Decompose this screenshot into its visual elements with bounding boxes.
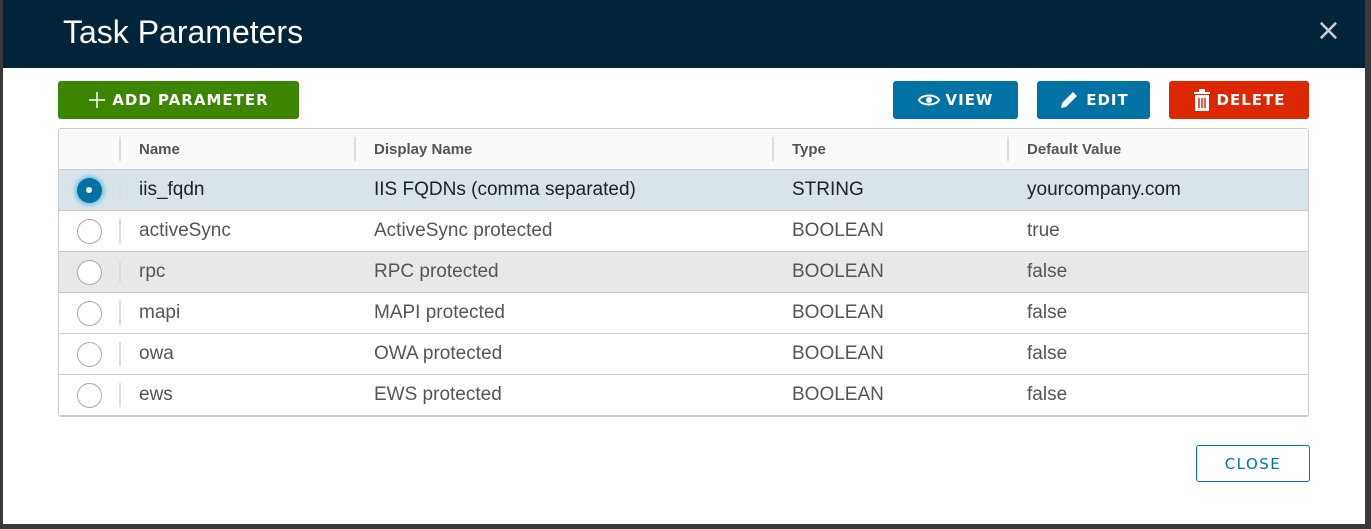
table-row[interactable]: rpc RPC protected BOOLEAN false: [59, 252, 1308, 293]
cell-type: BOOLEAN: [792, 261, 884, 282]
cell-display-name: MAPI protected: [374, 302, 505, 323]
table-header: Name Display Name Type Default Value: [59, 129, 1308, 170]
parameters-table: Name Display Name Type Default Value iis…: [58, 128, 1309, 417]
delete-label: DELETE: [1216, 91, 1286, 109]
delete-button[interactable]: DELETE: [1169, 81, 1309, 119]
cell-default-value: false: [1027, 261, 1068, 282]
row-radio[interactable]: [76, 341, 102, 367]
cell-display-name: IIS FQDNs (comma separated): [374, 179, 636, 200]
view-button[interactable]: VIEW: [893, 81, 1018, 119]
row-radio[interactable]: [76, 382, 102, 408]
cell-name: mapi: [119, 293, 354, 333]
table-row[interactable]: iis_fqdn IIS FQDNs (comma separated) STR…: [59, 170, 1308, 211]
row-radio[interactable]: [76, 300, 102, 326]
close-icon[interactable]: ×: [1315, 13, 1341, 48]
close-button[interactable]: CLOSE: [1196, 445, 1310, 482]
edit-button[interactable]: EDIT: [1037, 81, 1150, 119]
cell-default-value: true: [1027, 220, 1060, 241]
trash-icon: [1193, 89, 1210, 111]
column-header-type[interactable]: Type: [772, 129, 1007, 169]
cell-type: BOOLEAN: [792, 220, 884, 241]
pencil-icon: [1061, 92, 1078, 108]
row-radio[interactable]: [76, 218, 102, 244]
task-parameters-dialog: Task Parameters × ADD PARAMETER VIEW EDI…: [3, 0, 1365, 524]
table-row[interactable]: activeSync ActiveSync protected BOOLEAN …: [59, 211, 1308, 252]
eye-icon: [917, 94, 940, 106]
view-label: VIEW: [945, 91, 994, 109]
cell-type: BOOLEAN: [792, 384, 884, 405]
column-header-display-name[interactable]: Display Name: [354, 129, 772, 169]
cell-type: BOOLEAN: [792, 343, 884, 364]
cell-display-name: ActiveSync protected: [374, 220, 553, 241]
cell-default-value: false: [1027, 343, 1068, 364]
add-parameter-label: ADD PARAMETER: [112, 91, 269, 109]
cell-default-value: yourcompany.com: [1027, 179, 1181, 200]
cell-default-value: false: [1027, 384, 1068, 405]
cell-name: iis_fqdn: [119, 170, 354, 210]
table-row[interactable]: owa OWA protected BOOLEAN false: [59, 334, 1308, 375]
dialog-title: Task Parameters: [63, 14, 304, 50]
cell-default-value: false: [1027, 302, 1068, 323]
add-parameter-button[interactable]: ADD PARAMETER: [58, 81, 299, 119]
table-row[interactable]: ews EWS protected BOOLEAN false: [59, 375, 1308, 416]
cell-display-name: RPC protected: [374, 261, 499, 282]
row-radio[interactable]: [76, 259, 102, 285]
dialog-header: Task Parameters ×: [3, 0, 1365, 68]
cell-display-name: EWS protected: [374, 384, 502, 405]
plus-icon: [89, 92, 106, 108]
edit-label: EDIT: [1086, 91, 1129, 109]
column-header-name[interactable]: Name: [119, 129, 354, 169]
cell-display-name: OWA protected: [374, 343, 503, 364]
table-row[interactable]: mapi MAPI protected BOOLEAN false: [59, 293, 1308, 334]
cell-type: BOOLEAN: [792, 302, 884, 323]
cell-type: STRING: [792, 179, 864, 200]
cell-name: ews: [119, 375, 354, 415]
column-header-default-value[interactable]: Default Value: [1007, 129, 1308, 169]
cell-name: activeSync: [119, 211, 354, 251]
row-radio[interactable]: [76, 177, 102, 203]
cell-name: rpc: [119, 252, 354, 292]
cell-name: owa: [119, 334, 354, 374]
